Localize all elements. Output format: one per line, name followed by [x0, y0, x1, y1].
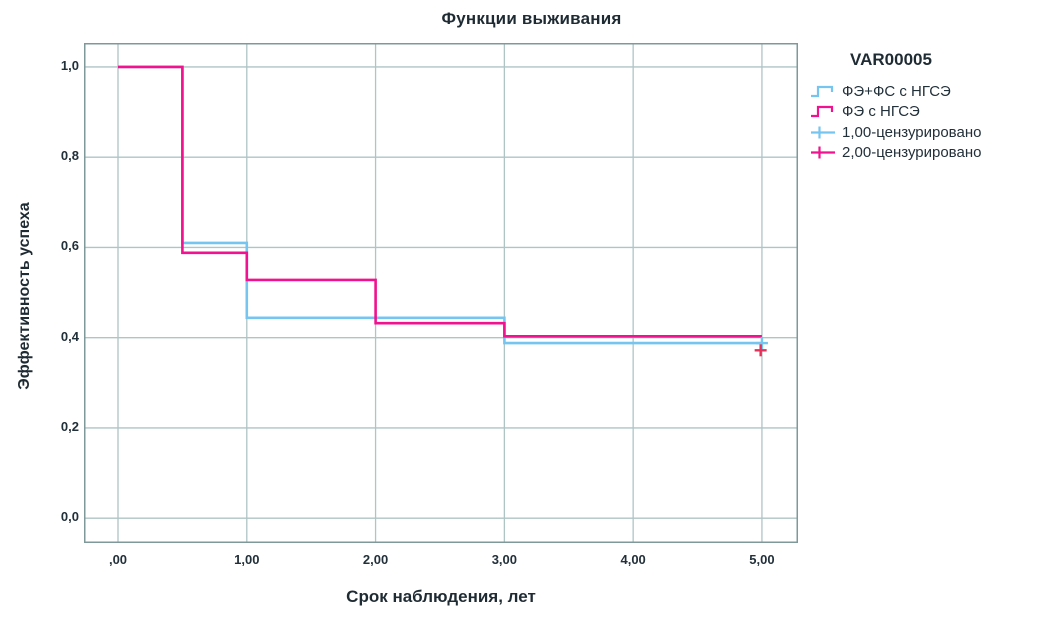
y-tick-label: 1,0 [60, 57, 79, 73]
x-tick-label: 2,00 [362, 552, 389, 567]
series-line [118, 65, 762, 338]
x-tick-label: ,00 [108, 552, 128, 567]
y-axis-title: Эффективность успеха [16, 202, 33, 390]
censored-plus-swatch-icon [811, 146, 835, 159]
plot-area [84, 43, 798, 543]
legend-item-label: ФЭ+ФС с НГСЭ [842, 82, 951, 100]
y-tick-label: 0,0 [60, 509, 79, 525]
step-line-swatch-icon [811, 106, 834, 118]
y-tick-label: 0,8 [60, 148, 79, 164]
x-tick-label: 1,00 [234, 552, 260, 567]
x-axis-title: Срок наблюдения, лет [346, 587, 536, 606]
legend-item-label: 2,00-цензурировано [842, 144, 982, 162]
x-tick-label: 4,00 [620, 552, 646, 567]
y-tick-label: 0,6 [60, 238, 79, 254]
legend-item-label: 1,00-цензурировано [842, 123, 982, 141]
x-tick-label: 5,00 [749, 552, 775, 567]
legend-title: VAR00005 [850, 50, 932, 69]
legend: VAR00005 ФЭ+ФС с НГСЭ ФЭ с НГСЭ 1,00-цензу… [810, 50, 1060, 163]
plot-frame [84, 43, 798, 543]
legend-item-label: ФЭ с НГСЭ [842, 103, 920, 121]
legend-item: ФЭ+ФС с НГСЭ [810, 81, 1060, 102]
legend-item: 1,00-цензурировано [810, 122, 1060, 143]
step-line-swatch-icon [811, 85, 834, 97]
chart-title: Функции выживания [441, 9, 622, 28]
legend-item: 2,00-цензурировано [810, 143, 1060, 164]
x-tick-label: 3,00 [491, 552, 518, 567]
survival-step-chart [84, 43, 798, 543]
series-line [118, 65, 762, 345]
censored-plus-swatch-icon [811, 126, 835, 139]
legend-item: ФЭ с НГСЭ [810, 102, 1060, 123]
legend-item-list: ФЭ+ФС с НГСЭ ФЭ с НГСЭ 1,00-цензурировано 2… [810, 81, 1060, 163]
y-tick-label: 0,4 [60, 328, 79, 344]
y-tick-label: 0,2 [60, 418, 79, 434]
